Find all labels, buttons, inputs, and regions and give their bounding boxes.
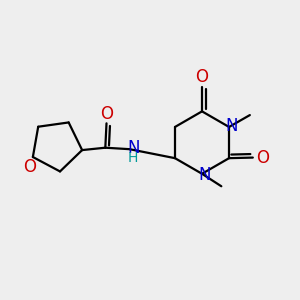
Text: O: O <box>256 148 269 166</box>
Text: N: N <box>198 166 211 184</box>
Text: O: O <box>23 158 36 176</box>
Text: N: N <box>127 139 140 157</box>
Text: O: O <box>196 68 208 86</box>
Text: O: O <box>100 105 113 123</box>
Text: H: H <box>128 151 138 165</box>
Text: N: N <box>226 117 238 135</box>
